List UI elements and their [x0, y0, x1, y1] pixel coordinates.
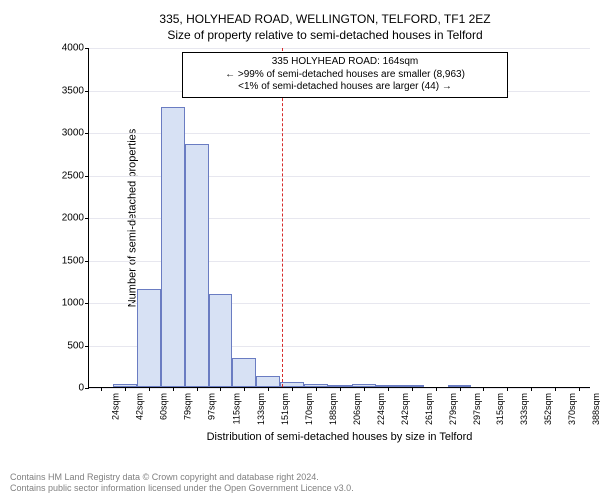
xtick-label: 60sqm [158, 393, 168, 420]
xtick-mark [101, 387, 102, 391]
xtick-label: 224sqm [376, 393, 386, 425]
histogram-bar [256, 376, 280, 387]
xtick-label: 79sqm [182, 393, 192, 420]
ytick-mark [85, 91, 89, 92]
annotation-line2: ← >99% of semi-detached houses are small… [189, 69, 501, 82]
ytick-mark [85, 346, 89, 347]
reference-line [282, 48, 283, 387]
copyright-line1: Contains HM Land Registry data © Crown c… [10, 472, 354, 483]
chart-title-line2: Size of property relative to semi-detach… [60, 28, 590, 44]
xtick-label: 370sqm [567, 393, 577, 425]
xtick-mark [125, 387, 126, 391]
xtick-label: 279sqm [448, 393, 458, 425]
xtick-label: 24sqm [110, 393, 120, 420]
xtick-label: 333sqm [519, 393, 529, 425]
copyright-line2: Contains public sector information licen… [10, 483, 354, 494]
xtick-mark [197, 387, 198, 391]
xtick-mark [507, 387, 508, 391]
ytick-mark [85, 261, 89, 262]
grid-line [89, 48, 590, 49]
xtick-mark [531, 387, 532, 391]
ytick-mark [85, 218, 89, 219]
xtick-label: 115sqm [232, 393, 242, 424]
xtick-mark [436, 387, 437, 391]
xtick-mark [460, 387, 461, 391]
ytick-mark [85, 48, 89, 49]
ytick-label: 500 [44, 340, 84, 351]
histogram-bar [185, 144, 209, 387]
xtick-label: 261sqm [424, 393, 434, 425]
xtick-label: 170sqm [304, 393, 314, 425]
xtick-label: 42sqm [134, 393, 144, 420]
xtick-mark [316, 387, 317, 391]
histogram-bar [161, 107, 185, 388]
xtick-mark [220, 387, 221, 391]
histogram-bar [137, 289, 161, 387]
xtick-mark [579, 387, 580, 391]
ytick-label: 1500 [44, 255, 84, 266]
ytick-mark [85, 303, 89, 304]
chart-container: 335, HOLYHEAD ROAD, WELLINGTON, TELFORD,… [60, 12, 590, 452]
xtick-mark [412, 387, 413, 391]
ytick-mark [85, 133, 89, 134]
xtick-label: 297sqm [472, 393, 482, 425]
xtick-label: 315sqm [495, 393, 505, 425]
histogram-bar [209, 294, 233, 388]
xtick-mark [388, 387, 389, 391]
x-axis-label: Distribution of semi-detached houses by … [89, 431, 590, 443]
xtick-mark [483, 387, 484, 391]
xtick-label: 388sqm [591, 393, 600, 425]
xtick-label: 133sqm [256, 393, 266, 425]
copyright-text: Contains HM Land Registry data © Crown c… [10, 472, 354, 495]
plot-area: Number of semi-detached properties Distr… [88, 48, 590, 388]
xtick-mark [244, 387, 245, 391]
ytick-label: 3500 [44, 85, 84, 96]
xtick-mark [340, 387, 341, 391]
xtick-mark [292, 387, 293, 391]
annotation-line3: <1% of semi-detached houses are larger (… [189, 81, 501, 94]
ytick-label: 2000 [44, 213, 84, 224]
xtick-mark [364, 387, 365, 391]
xtick-mark [268, 387, 269, 391]
ytick-label: 1000 [44, 298, 84, 309]
chart-title-line1: 335, HOLYHEAD ROAD, WELLINGTON, TELFORD,… [60, 12, 590, 28]
ytick-label: 2500 [44, 170, 84, 181]
histogram-bar [232, 358, 256, 387]
annotation-box: 335 HOLYHEAD ROAD: 164sqm ← >99% of semi… [182, 52, 508, 98]
ytick-label: 4000 [44, 43, 84, 54]
ytick-mark [85, 176, 89, 177]
xtick-label: 188sqm [328, 393, 338, 425]
xtick-label: 97sqm [206, 393, 216, 420]
xtick-label: 352sqm [543, 393, 553, 425]
xtick-label: 206sqm [352, 393, 362, 425]
xtick-mark [555, 387, 556, 391]
xtick-mark [173, 387, 174, 391]
xtick-label: 151sqm [280, 393, 290, 425]
ytick-label: 3000 [44, 128, 84, 139]
ytick-label: 0 [44, 383, 84, 394]
ytick-mark [85, 388, 89, 389]
annotation-line1: 335 HOLYHEAD ROAD: 164sqm [189, 56, 501, 69]
xtick-mark [149, 387, 150, 391]
xtick-label: 242sqm [400, 393, 410, 425]
